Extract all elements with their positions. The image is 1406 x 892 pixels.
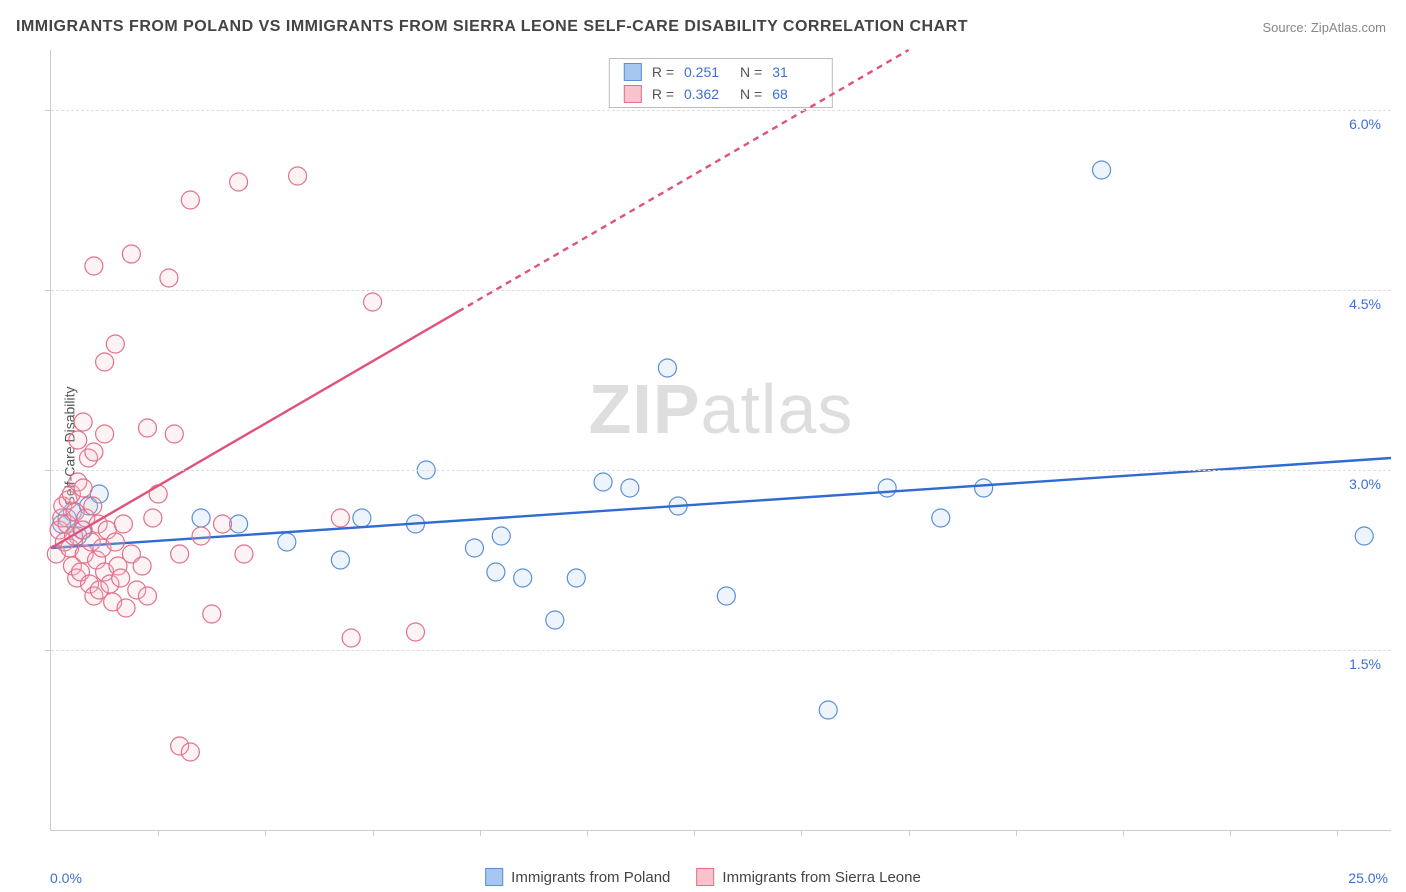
chart-title: IMMIGRANTS FROM POLAND VS IMMIGRANTS FRO… [16, 18, 968, 36]
data-point [138, 587, 156, 605]
x-min-label: 0.0% [50, 870, 82, 886]
plot-area: ZIPatlas R =0.251N =31R =0.362N =68 1.5%… [50, 50, 1391, 831]
data-point [74, 479, 92, 497]
data-point [331, 509, 349, 527]
data-point [149, 485, 167, 503]
data-point [819, 701, 837, 719]
legend-swatch [485, 868, 503, 886]
data-point [192, 509, 210, 527]
source-label: Source: ZipAtlas.com [1262, 20, 1386, 35]
gridline [51, 470, 1391, 471]
data-point [353, 509, 371, 527]
data-point [1355, 527, 1373, 545]
data-point [181, 191, 199, 209]
data-point [138, 419, 156, 437]
data-point [85, 257, 103, 275]
gridline [51, 650, 1391, 651]
data-point [658, 359, 676, 377]
data-point [546, 611, 564, 629]
y-tick-label: 4.5% [1349, 296, 1381, 312]
x-max-label: 25.0% [1348, 870, 1388, 886]
data-point [144, 509, 162, 527]
legend-item: Immigrants from Sierra Leone [696, 868, 920, 886]
data-point [74, 413, 92, 431]
gridline [51, 110, 1391, 111]
gridline [51, 290, 1391, 291]
data-point [278, 533, 296, 551]
chart-container: IMMIGRANTS FROM POLAND VS IMMIGRANTS FRO… [0, 0, 1406, 892]
y-tick-label: 6.0% [1349, 116, 1381, 132]
y-tick-label: 1.5% [1349, 656, 1381, 672]
data-point [878, 479, 896, 497]
data-point [331, 551, 349, 569]
legend-item: Immigrants from Poland [485, 868, 670, 886]
data-point [96, 425, 114, 443]
legend-bottom: Immigrants from Poland Immigrants from Si… [485, 868, 921, 886]
data-point [342, 629, 360, 647]
data-point [96, 353, 114, 371]
data-point [181, 743, 199, 761]
data-point [133, 557, 151, 575]
data-point [85, 443, 103, 461]
data-point [160, 269, 178, 287]
data-point [932, 509, 950, 527]
data-point [230, 173, 248, 191]
data-point [69, 431, 87, 449]
data-point [235, 545, 253, 563]
data-point [106, 533, 124, 551]
legend-label: Immigrants from Poland [511, 869, 670, 886]
trend-line [51, 458, 1391, 548]
data-point [192, 527, 210, 545]
data-point [717, 587, 735, 605]
legend-label: Immigrants from Sierra Leone [722, 869, 920, 886]
data-point [487, 563, 505, 581]
data-point [621, 479, 639, 497]
data-point [112, 569, 130, 587]
data-point [230, 515, 248, 533]
data-point [165, 425, 183, 443]
data-point [567, 569, 585, 587]
data-point [514, 569, 532, 587]
data-point [364, 293, 382, 311]
data-point [117, 599, 135, 617]
data-point [84, 497, 102, 515]
data-point [465, 539, 483, 557]
data-point [406, 623, 424, 641]
data-point [492, 527, 510, 545]
data-point [214, 515, 232, 533]
data-point [122, 245, 140, 263]
data-point [171, 545, 189, 563]
trend-line-dashed [458, 50, 908, 311]
data-point [975, 479, 993, 497]
data-point [203, 605, 221, 623]
data-point [114, 515, 132, 533]
data-point [1093, 161, 1111, 179]
data-point [289, 167, 307, 185]
scatter-plot-svg [51, 50, 1391, 830]
data-point [106, 335, 124, 353]
y-tick-label: 3.0% [1349, 476, 1381, 492]
data-point [594, 473, 612, 491]
legend-swatch [696, 868, 714, 886]
